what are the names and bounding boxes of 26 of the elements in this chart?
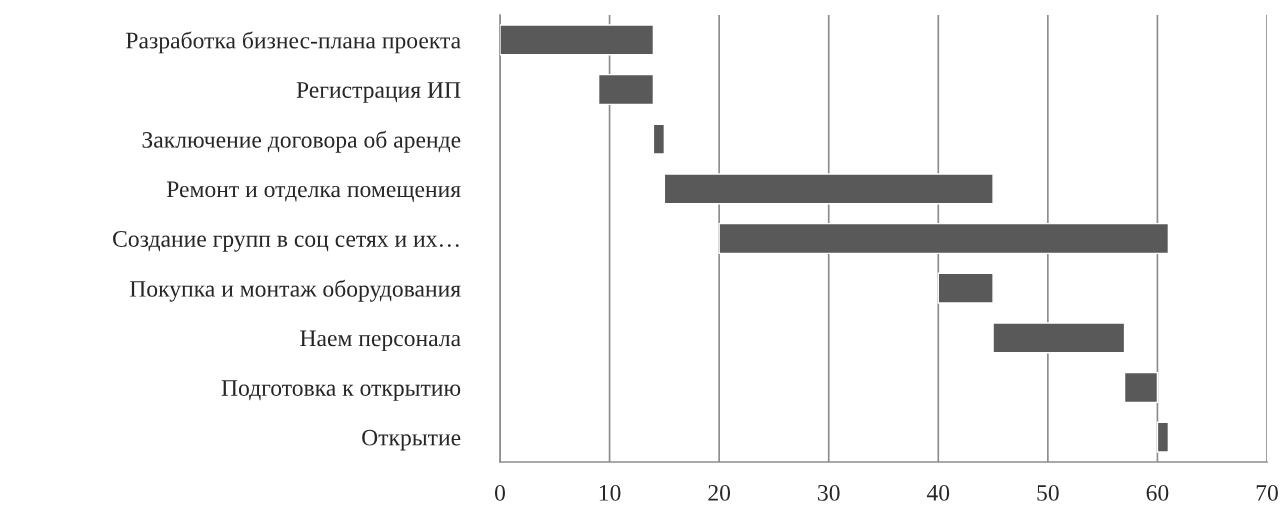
bar	[663, 173, 994, 205]
x-tick-label: 40	[926, 484, 950, 501]
bar	[992, 322, 1126, 354]
y-tick-label: Разработка бизнес-плана проекта	[126, 31, 461, 54]
x-tick-label: 10	[599, 484, 621, 501]
bar	[1123, 371, 1159, 404]
y-tick-label: Покупка и монтаж оборудования	[129, 279, 461, 302]
y-tick-label: Подготовка к открытию	[221, 380, 461, 401]
bar	[1156, 421, 1170, 453]
bar	[597, 73, 655, 106]
y-tick-label: Заключение договора об аренде	[142, 130, 461, 153]
y-tick-label: Регистрация ИП	[296, 82, 461, 103]
bar	[652, 123, 666, 155]
x-tick-label: 70	[1256, 484, 1278, 501]
y-tick-label: Наем персонала	[300, 330, 461, 352]
y-tick-label: Открытие	[362, 429, 461, 451]
x-tick-label: 0	[495, 484, 505, 501]
x-tick-label: 50	[1037, 484, 1059, 501]
bar	[718, 222, 1170, 255]
x-tick-label: 30	[818, 484, 840, 501]
x-tick-label: 20	[708, 484, 731, 501]
bar	[500, 24, 655, 56]
y-tick-label: Создание групп в соц сетях и их…	[113, 231, 459, 252]
bar	[937, 272, 994, 304]
y-tick-label: Ремонт и отделка помещения	[166, 181, 461, 202]
x-tick-label: 60	[1146, 484, 1169, 501]
